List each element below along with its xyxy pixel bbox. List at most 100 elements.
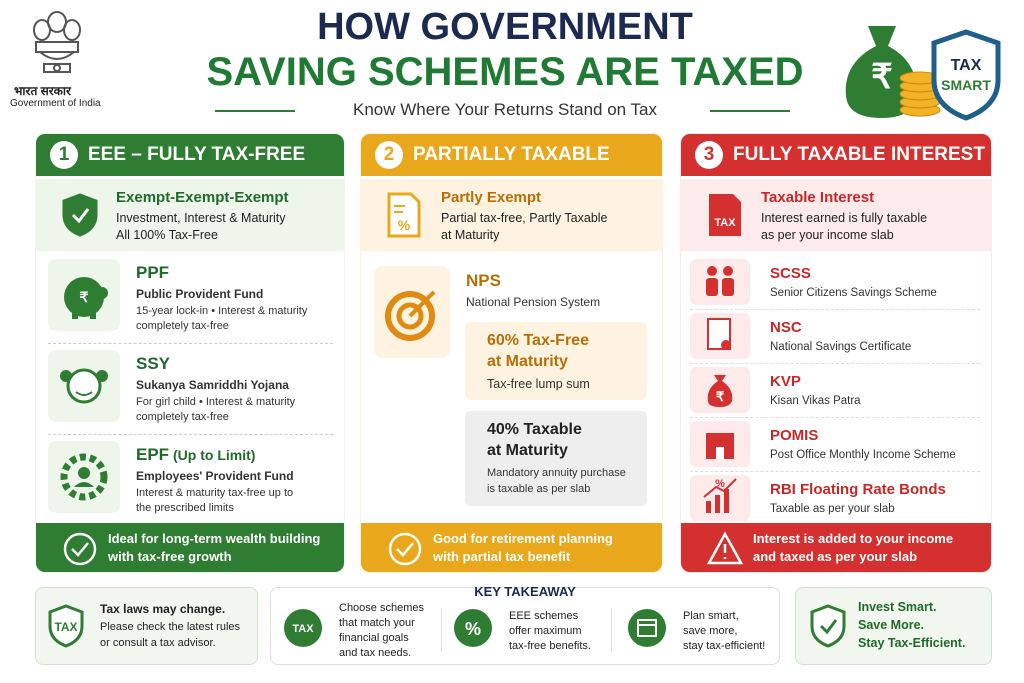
icon-shape	[63, 19, 81, 41]
icon-shape	[43, 63, 71, 73]
icon-shape	[722, 278, 734, 296]
badge-text: TAX	[951, 57, 982, 74]
column-number: 1	[50, 141, 78, 169]
item-full-name: National Savings Certificate	[770, 341, 912, 353]
icon-shape	[396, 302, 424, 330]
icon-shape	[284, 609, 322, 647]
icon-shape	[723, 266, 733, 276]
takeaway-box: KEY TAKEAWAY TAX Choose schemes that match …	[270, 584, 780, 665]
emblem-label: Government of India	[10, 98, 101, 109]
takeaway-line: EEE schemes	[509, 610, 579, 622]
takeaway-line: stay tax-efficient!	[683, 640, 766, 652]
icon-shape	[394, 205, 405, 213]
column: 2 PARTIALLY TAXABLE Partly Exempt Partial t…	[360, 133, 663, 573]
separator	[690, 471, 980, 472]
emblem-shape	[33, 11, 81, 73]
icon-shape	[48, 604, 84, 648]
bag-symbol: ₹	[871, 58, 893, 96]
icon-text: %	[465, 619, 481, 639]
slogan-line: Invest Smart.	[858, 600, 937, 614]
icon-shape	[637, 619, 657, 637]
icon: TAX	[709, 194, 741, 236]
summary-line: Interest earned is fully taxable	[761, 211, 928, 225]
icon	[60, 453, 108, 501]
scheme-name: NPS	[466, 271, 501, 290]
takeaway-line: save more,	[683, 625, 738, 637]
icon-shape	[66, 368, 102, 404]
icon-shape	[53, 64, 61, 72]
column-header	[681, 134, 991, 176]
icon-shape	[90, 311, 96, 319]
part-box	[465, 322, 647, 400]
icon	[60, 368, 108, 404]
icon: TAX	[284, 609, 322, 647]
item-name: RBI Floating Rate Bonds	[770, 481, 946, 498]
icon: %	[387, 192, 421, 238]
icon-shape	[385, 291, 435, 341]
icon-shape	[74, 482, 94, 487]
icon-shape	[387, 192, 421, 238]
icon-shape	[706, 501, 711, 513]
icon-shape	[71, 542, 89, 557]
icon-shape	[899, 71, 941, 117]
column-footer	[36, 523, 344, 572]
takeaway-line: Plan smart,	[683, 610, 739, 622]
slogan-line: Save More.	[858, 618, 925, 632]
icon: TAX	[48, 604, 84, 648]
divider	[611, 608, 612, 652]
takeaway-line: Choose schemes	[339, 602, 424, 614]
summary-line: Partial tax-free, Partly Taxable	[441, 211, 608, 225]
icon-shape	[706, 278, 718, 296]
column: 3 FULLY TAXABLE INTEREST Taxable Interest I…	[680, 133, 992, 573]
icon	[388, 532, 422, 566]
item-name: SSY	[136, 354, 171, 373]
icon-text: ₹	[716, 389, 725, 404]
item-note: the prescribed limits	[136, 502, 234, 514]
separator	[690, 363, 980, 364]
separator	[48, 343, 333, 344]
icon-shape	[396, 542, 414, 557]
takeaway-line: offer maximum	[509, 625, 582, 637]
summary-title: Exempt-Exempt-Exempt	[116, 189, 289, 206]
footer-line: with tax-free growth	[108, 549, 232, 564]
column-title: EEE – FULLY TAX-FREE	[88, 144, 306, 165]
item-note: Interest & maturity tax-free up to	[136, 487, 294, 499]
icon-shape	[60, 453, 108, 501]
icon	[63, 532, 97, 566]
icon	[707, 531, 743, 565]
part-note: Tax-free lump sum	[487, 377, 590, 391]
money-icon: ₹ TAX SMART	[845, 26, 1001, 121]
takeaway-line: tax-free benefits.	[509, 640, 591, 652]
icon: %	[703, 478, 737, 513]
rule	[215, 110, 295, 112]
icon-shape	[62, 193, 98, 237]
icon-shape	[35, 41, 79, 53]
icon-shape	[715, 495, 720, 513]
part-note: is taxable as per slab	[487, 483, 591, 495]
item-note: completely tax-free	[136, 320, 229, 332]
note-title: Tax laws may change.	[100, 602, 226, 616]
separator	[690, 309, 980, 310]
icon-shape	[63, 532, 97, 566]
icon-shape	[845, 26, 917, 118]
emblem	[33, 11, 81, 73]
separator	[48, 434, 333, 435]
icon	[628, 609, 666, 647]
icon-shape	[78, 467, 90, 479]
icon-shape	[707, 375, 733, 407]
column-number: 2	[375, 141, 403, 169]
emblem-hindi: भारत सरकार	[14, 84, 71, 98]
part-box	[465, 411, 647, 506]
item-full-name: Sukanya Samriddhi Yojana	[136, 378, 289, 392]
takeaway-line: that match your	[339, 617, 415, 629]
icon-shape	[931, 29, 1001, 121]
slogan-box: Invest Smart. Save More. Stay Tax-Efficien…	[795, 587, 992, 665]
item-full-name: Kisan Vikas Patra	[770, 395, 861, 407]
summary-line: All 100% Tax-Free	[116, 228, 218, 242]
icon	[707, 318, 731, 350]
item-note: 15-year lock-in • Interest & maturity	[136, 305, 308, 317]
icon-shape	[33, 19, 51, 41]
icon-text: %	[715, 478, 725, 490]
icon: ₹	[64, 277, 108, 319]
